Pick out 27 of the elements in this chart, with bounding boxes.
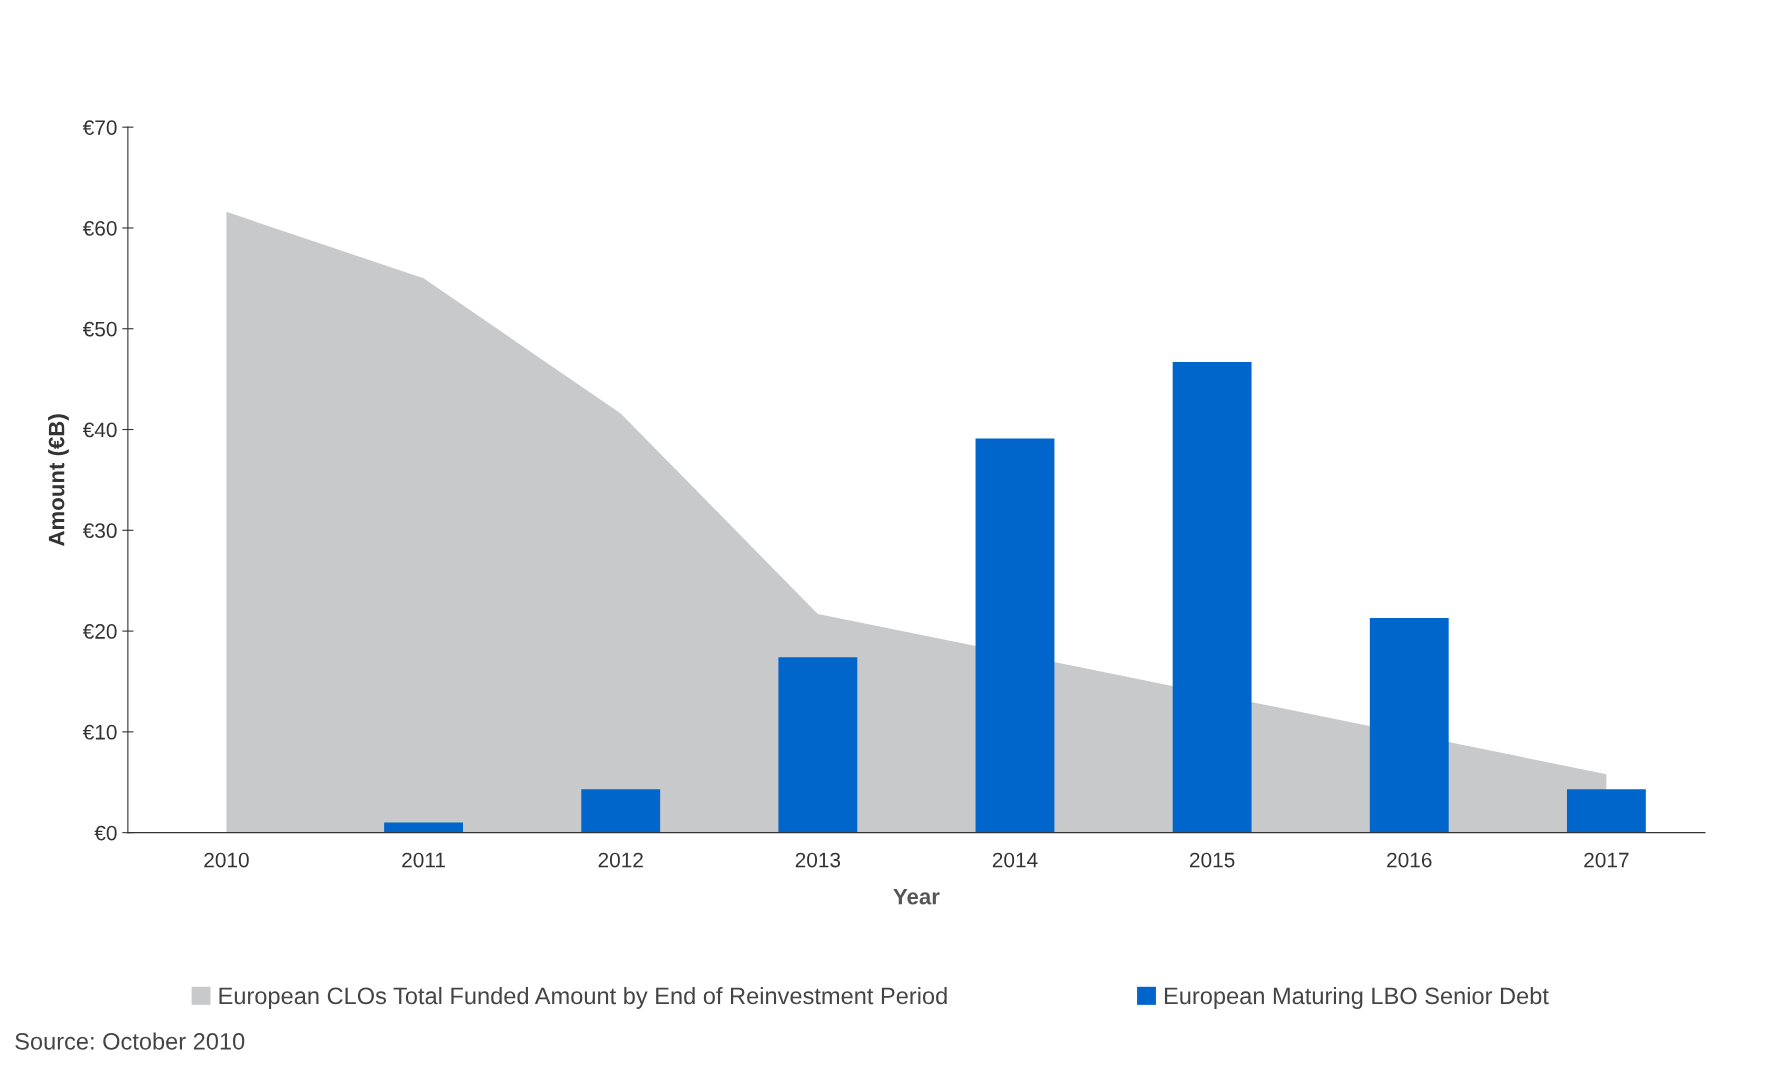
x-tick-label: 2012 [598, 852, 643, 868]
y-tick-label: €10 [82, 724, 117, 740]
y-tick-label: €40 [82, 422, 117, 438]
x-tick-label: 2014 [992, 852, 1038, 868]
x-axis-title: Year [893, 888, 940, 905]
legend-label: European Maturing LBO Senior Debt [1164, 986, 1549, 1009]
bar [975, 438, 1055, 833]
bar [1369, 617, 1449, 833]
y-axis-title: Amount (€B) [48, 414, 69, 547]
legend-label: European CLOs Total Funded Amount by End of Reinvestment Period [219, 986, 947, 1009]
y-tick-label: €50 [82, 321, 117, 337]
x-tick-label: 2015 [1190, 852, 1235, 868]
y-tick-label: €30 [82, 523, 117, 539]
x-tick-label: 2010 [204, 852, 249, 868]
y-tick-label: €70 [82, 120, 117, 135]
bar [1566, 789, 1646, 833]
y-tick-label: €20 [82, 624, 117, 639]
source-note: Source: October 2010 [15, 1032, 245, 1050]
x-tick-label: 2017 [1584, 852, 1629, 868]
x-tick-label: 2013 [795, 852, 841, 868]
bar [778, 657, 858, 833]
y-tick-label: €60 [82, 220, 117, 236]
bar [1172, 362, 1252, 833]
y-tick-label: €0 [94, 825, 117, 841]
bar [581, 789, 661, 833]
x-tick-label: 2011 [402, 852, 445, 868]
x-tick-label: 2016 [1387, 852, 1432, 868]
